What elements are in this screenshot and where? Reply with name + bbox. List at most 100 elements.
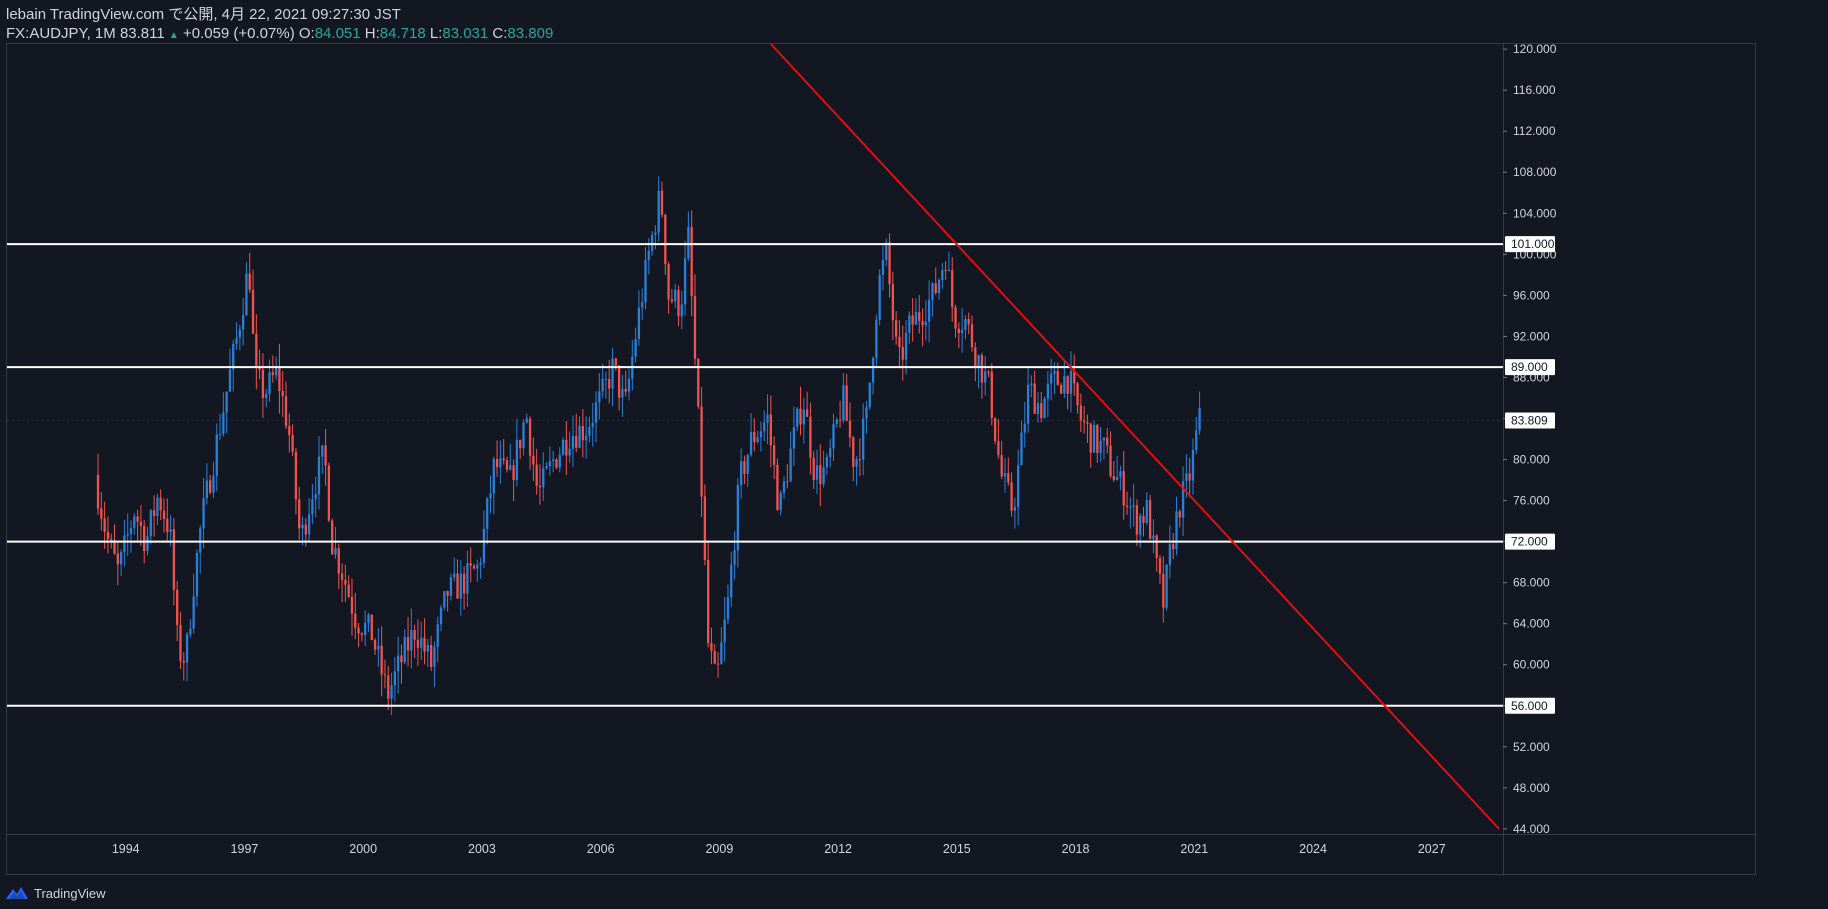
- candle-body: [772, 445, 776, 465]
- candle-body: [515, 440, 519, 481]
- candle-body: [1152, 535, 1155, 539]
- candle-body: [868, 382, 871, 408]
- candle-body: [647, 251, 650, 260]
- candle-body: [472, 565, 476, 569]
- candle-body: [1017, 465, 1020, 507]
- candle-body: [608, 379, 611, 389]
- candle-body: [888, 242, 891, 285]
- candle-body: [317, 456, 321, 495]
- candle-body: [288, 426, 291, 436]
- candle-body: [212, 475, 215, 493]
- candle-body: [123, 535, 126, 553]
- candle-body: [393, 671, 397, 686]
- time-tick-label: 2003: [468, 842, 496, 856]
- candle-body: [1132, 505, 1135, 507]
- candle-body: [624, 388, 627, 392]
- candle-body: [594, 402, 598, 423]
- high-label: H:: [364, 25, 380, 42]
- candle-body: [974, 347, 977, 368]
- symbol-label[interactable]: FX:AUDJPY, 1M: [6, 25, 116, 42]
- candle-body: [406, 637, 410, 651]
- candle-body: [466, 563, 469, 594]
- candle-body: [499, 458, 502, 468]
- candle-body: [528, 418, 532, 456]
- candle-body: [763, 422, 766, 432]
- candle-body: [842, 385, 845, 421]
- candle-body: [746, 454, 749, 474]
- candle-body: [133, 516, 136, 528]
- candle-body: [852, 437, 855, 467]
- candle-body: [1033, 383, 1036, 414]
- footer-brand-text: TradingView: [34, 885, 106, 901]
- candle-body: [921, 320, 924, 326]
- candle-body: [433, 646, 436, 667]
- candle-body: [769, 414, 772, 446]
- candle-body: [548, 461, 552, 467]
- candle-body: [456, 573, 459, 599]
- change-arrow-icon: ▲: [168, 30, 179, 41]
- candle-body: [492, 458, 495, 494]
- candle-body: [1158, 558, 1162, 574]
- candle-body: [1082, 420, 1086, 423]
- close-value: 83.809: [507, 25, 554, 42]
- candle-body: [990, 371, 993, 419]
- candle-body: [169, 529, 172, 533]
- candle-body: [110, 539, 113, 541]
- price-tick-label: 108.000: [1513, 165, 1557, 179]
- price-tick-label: 104.000: [1513, 206, 1557, 220]
- price-tick-label: 64.000: [1513, 617, 1550, 631]
- candle-body: [202, 498, 205, 529]
- candle-body: [248, 273, 251, 290]
- candle-body: [522, 422, 525, 449]
- candle-body: [881, 260, 885, 275]
- candle-body: [1112, 476, 1115, 481]
- level-price-tag: [1505, 533, 1555, 550]
- candle-body: [255, 333, 258, 367]
- candle-body: [192, 596, 195, 629]
- candle-body: [334, 548, 337, 555]
- candle-body: [1026, 385, 1030, 424]
- level-price-tag-label: 56.000: [1511, 699, 1548, 713]
- candle-body: [1188, 473, 1191, 481]
- price-tick-label: 48.000: [1513, 781, 1550, 795]
- candle-body: [116, 553, 119, 565]
- candle-body: [571, 436, 575, 449]
- candle-body: [898, 336, 901, 348]
- candle-body: [482, 528, 486, 563]
- chart-pane[interactable]: 120.000 116.000 112.000 108.000 104.000 100.0…: [6, 43, 1757, 876]
- candle-body: [1102, 437, 1106, 441]
- candle-body: [495, 458, 499, 468]
- candle-body: [331, 520, 334, 555]
- candle-body: [558, 454, 561, 468]
- time-tick-label: 1994: [112, 842, 140, 856]
- candlestick-chart[interactable]: 120.000116.000112.000108.000104.000100.0…: [7, 44, 1757, 876]
- open-value: 84.051: [314, 25, 361, 42]
- candle-body: [96, 474, 100, 509]
- candle-body: [730, 564, 733, 598]
- candle-body: [429, 644, 433, 667]
- candle-body: [829, 448, 832, 458]
- candle-body: [710, 643, 713, 652]
- candle-body: [591, 422, 594, 428]
- candle-body: [1145, 500, 1148, 523]
- candle-body: [347, 584, 350, 597]
- publish-line: lebain TradingView.com で公開, 4月 22, 2021 …: [6, 6, 401, 23]
- candle-body: [357, 627, 360, 634]
- candle-body: [149, 510, 152, 537]
- candle-body: [321, 445, 324, 457]
- candle-body: [911, 315, 914, 325]
- candle-body: [825, 457, 829, 468]
- candle-body: [561, 439, 565, 455]
- candle-body: [218, 433, 222, 435]
- candle-body: [509, 465, 512, 470]
- candle-body: [294, 451, 298, 500]
- candle-body: [162, 510, 166, 519]
- candle-body: [575, 436, 578, 448]
- candle-body: [1010, 482, 1013, 511]
- level-price-tag: [1505, 236, 1555, 253]
- candle-body: [782, 481, 786, 493]
- time-tick-label: 2027: [1418, 842, 1446, 856]
- candle-body: [261, 369, 265, 399]
- candle-body: [1191, 450, 1195, 481]
- candle-body: [674, 289, 677, 302]
